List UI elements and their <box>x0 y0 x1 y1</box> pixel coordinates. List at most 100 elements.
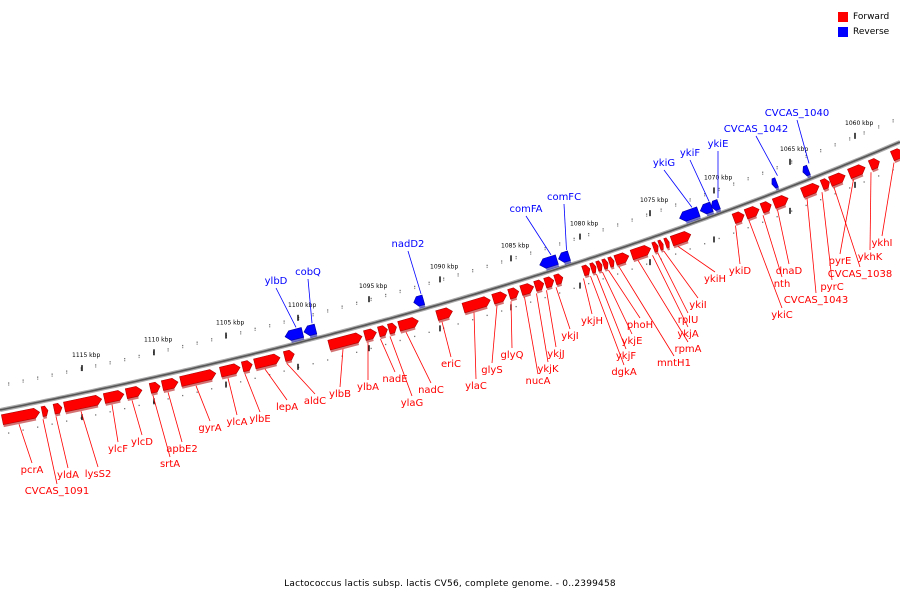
scale-dot <box>892 119 894 121</box>
scale-dot <box>211 388 213 390</box>
scale-dot <box>370 347 372 350</box>
gene-ykih-body <box>669 231 692 247</box>
gene-gyra-body <box>179 369 217 387</box>
gene-gyra-shade <box>181 379 213 389</box>
gene-nadc <box>397 317 419 334</box>
scale-dot <box>385 343 387 346</box>
gene-dgka-shade <box>592 272 597 276</box>
scale-dot <box>80 417 82 419</box>
gene-pyre-body <box>847 164 866 179</box>
gene-apbe2-body <box>160 378 179 391</box>
label-dgka: dgkA <box>611 367 636 378</box>
gene-rplu-shade <box>661 249 665 253</box>
scale-dot <box>385 295 387 298</box>
scale-dot <box>791 162 793 164</box>
scale-dot <box>457 323 459 325</box>
scale-dot <box>356 303 358 305</box>
scale-dot <box>892 121 894 123</box>
scale-dot <box>312 313 314 315</box>
leader-glyq <box>510 301 513 349</box>
scale-dot <box>167 398 169 400</box>
gene-ylbb-body <box>327 332 363 351</box>
scale-dot <box>109 411 111 413</box>
gene-lepa <box>253 353 281 372</box>
gene-ylac-body <box>461 296 491 314</box>
scale-dot <box>312 315 314 317</box>
label-nuca: nucA <box>525 376 550 387</box>
gene-ykhi-shade <box>894 157 900 164</box>
leader-ylca <box>227 377 238 416</box>
label-srta: srtA <box>160 459 180 470</box>
scale-dot <box>573 237 575 239</box>
scale-dot <box>617 223 619 225</box>
leader-pcra <box>18 424 33 464</box>
gene-ykje-shade <box>604 268 609 272</box>
scale-dot <box>95 414 97 416</box>
scale-dot <box>240 331 242 333</box>
scale-dot <box>660 208 662 210</box>
scale-dot <box>240 381 242 383</box>
leader-nuca <box>524 297 539 375</box>
scale-dot <box>834 193 836 195</box>
label-ylcf: ylcF <box>108 444 128 455</box>
leader-nade <box>380 338 396 373</box>
label-ykii: ykiI <box>689 300 706 311</box>
scale-dot <box>515 257 517 260</box>
scale-dot <box>573 287 575 289</box>
leader-cvcas-1042 <box>755 135 778 176</box>
gene-cobq <box>303 323 318 339</box>
gene-apbe2-shade <box>163 388 175 393</box>
scale-dot <box>443 277 445 279</box>
label-apbe2: apbE2 <box>166 444 198 455</box>
label-dnad: dnaD <box>776 266 803 277</box>
scale-dot <box>51 423 53 425</box>
leader-ykii <box>663 251 699 299</box>
tick-label: 1110 kbp <box>144 336 172 343</box>
gene-cvcas-1091-shade <box>43 415 48 420</box>
gene-ykjk <box>533 279 545 294</box>
gene-cvcas-1040-body <box>802 164 811 177</box>
leader-ykic <box>748 220 783 309</box>
scale-dot <box>689 248 691 250</box>
scale-dot <box>588 282 590 285</box>
gene-comfc-body <box>558 250 571 263</box>
legend-reverse: Reverse <box>838 24 889 39</box>
gene-ykje <box>601 258 609 272</box>
tick-label: 1080 kbp <box>570 221 598 228</box>
scale-dot <box>762 171 764 173</box>
label-cvcas-1043: CVCAS_1043 <box>784 295 848 306</box>
label-ylba: ylbA <box>357 382 379 393</box>
scale-dot <box>675 203 677 205</box>
scale-dot <box>733 184 735 186</box>
scale-dot <box>660 210 662 212</box>
label-pcra: pcrA <box>21 465 44 476</box>
gene-ykig-shade <box>685 216 701 224</box>
leader-srta <box>152 395 171 458</box>
scale-dot <box>588 234 590 237</box>
gene-cvcas-1040-shade <box>806 174 812 179</box>
legend: Forward Reverse <box>838 9 889 39</box>
gene-comfc-shade <box>564 260 572 265</box>
leader-cvcas-1043 <box>806 198 817 294</box>
scale-dot <box>254 329 256 331</box>
leader-ylbb <box>339 349 344 388</box>
scale-dot <box>8 432 10 434</box>
gene-ylbd <box>284 327 305 343</box>
scale-dot <box>240 333 242 335</box>
gene-ykii-shade <box>667 247 671 251</box>
gene-nadc-shade <box>400 327 416 334</box>
gene-ylcd-shade <box>127 396 139 402</box>
gene-ylda-body <box>52 402 63 415</box>
gene-nuca <box>519 283 535 298</box>
label-cobq: cobQ <box>295 267 321 278</box>
scale-dot <box>51 375 53 377</box>
scale-dot <box>312 363 314 365</box>
gene-rplu <box>657 239 665 253</box>
label-nth: nth <box>774 279 791 290</box>
gene-pcra <box>1 407 41 428</box>
label-ylbe: ylbE <box>249 414 270 425</box>
scale-dot <box>530 301 532 303</box>
scale-dot <box>849 139 851 141</box>
scale-dot <box>776 166 778 168</box>
scale-dot <box>631 218 633 220</box>
